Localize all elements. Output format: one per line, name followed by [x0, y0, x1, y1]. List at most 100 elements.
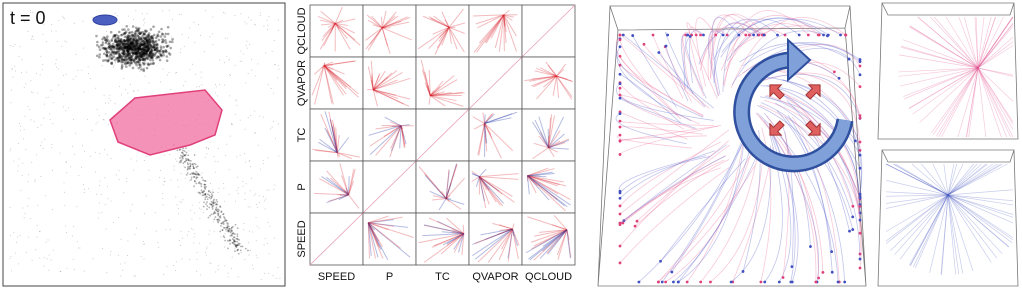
trace	[367, 222, 384, 259]
point	[244, 198, 246, 200]
point	[203, 186, 206, 188]
point	[230, 226, 233, 229]
trace	[512, 228, 520, 246]
point	[115, 44, 119, 47]
mini-pathline	[947, 194, 960, 275]
point	[217, 214, 220, 217]
point	[149, 28, 153, 31]
particle	[633, 224, 637, 228]
pathline	[671, 138, 745, 273]
point	[137, 57, 141, 61]
point	[125, 44, 129, 48]
trace	[556, 229, 568, 256]
trace	[548, 142, 566, 149]
point	[116, 44, 120, 48]
trace	[400, 125, 405, 138]
point	[70, 166, 72, 168]
point	[212, 191, 215, 194]
mini-pathline	[909, 26, 979, 69]
point	[185, 159, 188, 162]
point	[141, 39, 144, 43]
point	[139, 60, 141, 62]
trace	[332, 120, 338, 153]
point	[116, 51, 119, 55]
point	[260, 278, 262, 280]
point	[120, 60, 123, 64]
point	[194, 42, 196, 44]
point	[118, 39, 122, 42]
row-label: SPEED	[296, 220, 308, 257]
point	[138, 53, 142, 57]
point	[109, 94, 111, 96]
point	[105, 228, 107, 230]
mini-pathline	[947, 163, 958, 196]
mini-pathline	[957, 67, 979, 138]
point	[126, 51, 130, 54]
trace	[548, 139, 570, 149]
point	[230, 74, 232, 76]
point	[196, 174, 198, 176]
point	[55, 30, 57, 32]
point	[107, 123, 109, 125]
point	[146, 44, 150, 48]
point	[153, 48, 156, 52]
point	[150, 49, 154, 52]
point	[55, 63, 57, 65]
point	[118, 45, 122, 49]
point	[129, 59, 133, 62]
point	[33, 120, 35, 122]
particle	[851, 215, 855, 219]
pathline	[632, 35, 677, 108]
particle	[858, 114, 862, 118]
point	[243, 152, 245, 154]
point	[15, 252, 17, 254]
point	[254, 110, 256, 112]
point	[202, 194, 205, 197]
point	[143, 54, 147, 58]
point	[116, 60, 118, 62]
point	[224, 223, 226, 225]
point	[35, 154, 37, 156]
point	[210, 203, 213, 206]
point	[278, 68, 280, 70]
trace	[556, 68, 565, 77]
point	[22, 138, 24, 140]
pathline	[673, 143, 752, 283]
point	[11, 20, 13, 22]
point	[139, 31, 143, 35]
mini-pathline	[947, 194, 1003, 255]
point	[267, 272, 269, 274]
point	[209, 230, 211, 232]
point	[141, 54, 144, 57]
mini-pathline	[977, 23, 1014, 69]
point	[219, 205, 221, 208]
point	[119, 54, 123, 58]
point	[110, 57, 114, 61]
trace	[325, 176, 349, 196]
point	[230, 229, 232, 232]
trace	[542, 229, 568, 247]
point	[228, 238, 231, 241]
point	[73, 22, 75, 24]
particle	[806, 33, 810, 37]
mini-pathline	[947, 163, 1003, 196]
point	[115, 33, 118, 37]
particle	[777, 280, 781, 284]
mini-pathline	[947, 194, 1014, 241]
pathline	[619, 120, 714, 126]
particle	[757, 33, 761, 37]
trace	[427, 84, 431, 96]
particle	[688, 34, 692, 38]
point	[179, 201, 181, 203]
point	[152, 43, 155, 47]
point	[118, 179, 120, 181]
point	[75, 75, 77, 77]
point	[169, 46, 173, 50]
point	[141, 47, 145, 50]
point	[115, 44, 119, 47]
point	[148, 179, 150, 181]
point	[187, 159, 190, 162]
trace	[492, 222, 513, 230]
pathline	[619, 167, 722, 225]
trace	[424, 82, 431, 96]
